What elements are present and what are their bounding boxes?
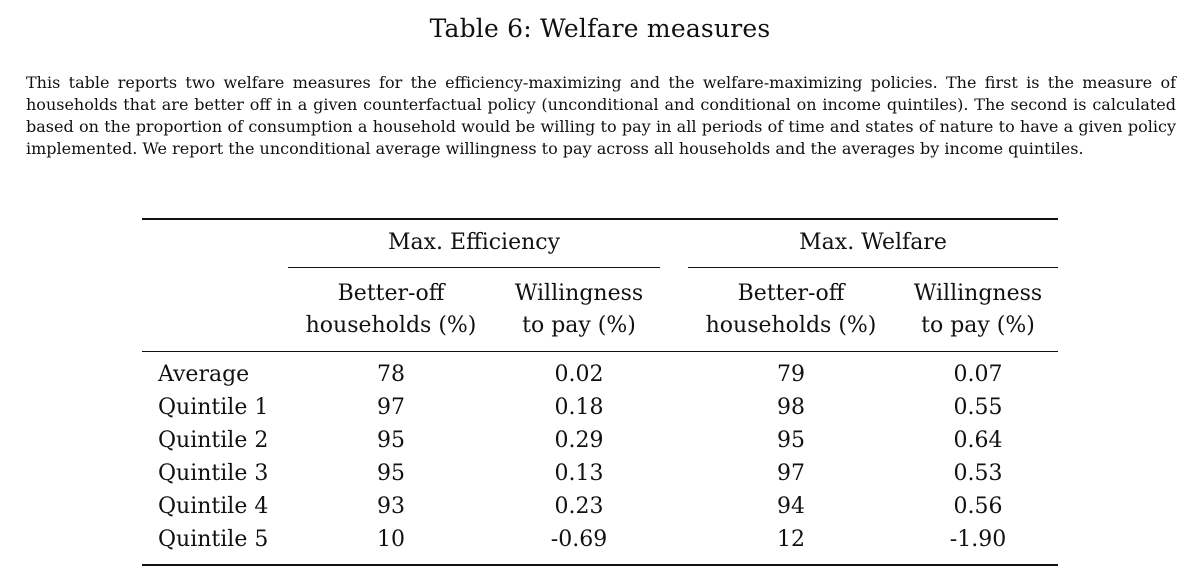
column-header-line: households (%) xyxy=(705,313,877,338)
column-header-line: Willingness xyxy=(514,281,644,306)
group-rule-welfare xyxy=(688,267,1058,268)
column-header-eff-willingness: Willingness to pay (%) xyxy=(498,278,660,342)
table-body: Average 78 0.02 79 0.07 Quintile 1 97 0.… xyxy=(142,358,1058,556)
cell-wel-better-off: 97 xyxy=(777,461,805,486)
cell-eff-better-off: 95 xyxy=(377,461,405,486)
cell-eff-willingness: -0.69 xyxy=(550,527,608,552)
cell-wel-willingness: 0.55 xyxy=(953,395,1003,420)
cell-wel-willingness: -1.90 xyxy=(949,527,1007,552)
column-header-line: Willingness xyxy=(913,281,1043,306)
row-label: Quintile 5 xyxy=(158,527,269,552)
cell-eff-better-off: 93 xyxy=(377,494,405,519)
cell-wel-willingness: 0.64 xyxy=(953,428,1003,453)
cell-eff-willingness: 0.29 xyxy=(554,428,604,453)
table-row: Quintile 3 95 0.13 97 0.53 xyxy=(142,457,1058,490)
table-row: Quintile 1 97 0.18 98 0.55 xyxy=(142,391,1058,424)
cell-wel-better-off: 94 xyxy=(777,494,805,519)
table-bottom-rule xyxy=(142,564,1058,566)
cell-wel-willingness: 0.56 xyxy=(953,494,1003,519)
column-header-line: to pay (%) xyxy=(522,313,636,338)
cell-wel-better-off: 79 xyxy=(777,362,805,387)
cell-eff-better-off: 10 xyxy=(377,527,405,552)
table-row: Quintile 4 93 0.23 94 0.56 xyxy=(142,490,1058,523)
row-label: Quintile 3 xyxy=(158,461,269,486)
column-header-line: Better-off xyxy=(737,281,845,306)
column-header-eff-better-off: Better-off households (%) xyxy=(288,278,494,342)
column-header-line: to pay (%) xyxy=(921,313,1035,338)
row-label: Quintile 2 xyxy=(158,428,269,453)
column-header-wel-better-off: Better-off households (%) xyxy=(688,278,894,342)
cell-wel-willingness: 0.53 xyxy=(953,461,1003,486)
group-header-max-efficiency: Max. Efficiency xyxy=(387,230,561,255)
table-row: Quintile 2 95 0.29 95 0.64 xyxy=(142,424,1058,457)
column-header-wel-willingness: Willingness to pay (%) xyxy=(898,278,1058,342)
cell-eff-willingness: 0.18 xyxy=(554,395,604,420)
cell-eff-better-off: 78 xyxy=(377,362,405,387)
table-row: Average 78 0.02 79 0.07 xyxy=(142,358,1058,391)
cell-wel-better-off: 98 xyxy=(777,395,805,420)
cell-eff-willingness: 0.02 xyxy=(554,362,604,387)
cell-eff-better-off: 95 xyxy=(377,428,405,453)
row-label: Quintile 1 xyxy=(158,395,269,420)
column-header-line: Better-off xyxy=(337,281,445,306)
cell-eff-better-off: 97 xyxy=(377,395,405,420)
table-title: Table 6: Welfare measures xyxy=(429,14,771,43)
table-mid-rule xyxy=(142,351,1058,352)
table-row: Quintile 5 10 -0.69 12 -1.90 xyxy=(142,523,1058,556)
cell-eff-willingness: 0.23 xyxy=(554,494,604,519)
group-header-max-welfare: Max. Welfare xyxy=(799,230,947,255)
column-header-line: households (%) xyxy=(305,313,477,338)
row-label: Quintile 4 xyxy=(158,494,269,519)
cell-wel-better-off: 12 xyxy=(777,527,805,552)
cell-eff-willingness: 0.13 xyxy=(554,461,604,486)
table-caption: This table reports two welfare measures … xyxy=(26,73,1176,158)
table-top-rule xyxy=(142,218,1058,220)
cell-wel-better-off: 95 xyxy=(777,428,805,453)
group-rule-efficiency xyxy=(288,267,660,268)
cell-wel-willingness: 0.07 xyxy=(953,362,1003,387)
row-label: Average xyxy=(158,362,250,387)
